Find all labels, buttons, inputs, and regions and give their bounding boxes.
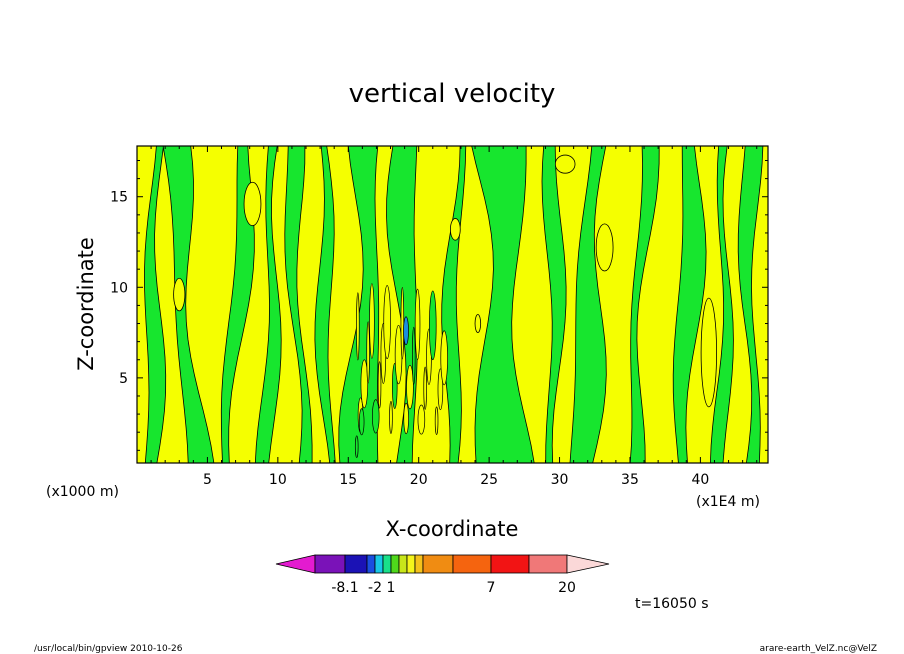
negative-velocity-band xyxy=(737,146,764,463)
turbulent-cell xyxy=(389,401,393,434)
plot-frame xyxy=(136,145,769,464)
positive-velocity-cell xyxy=(700,297,717,408)
x-tick-label: 40 xyxy=(691,472,709,488)
positive-velocity-cell xyxy=(173,277,186,312)
colorbar-segment xyxy=(398,554,408,574)
x-tick-label: 35 xyxy=(621,472,639,488)
turbulent-cell xyxy=(358,408,365,436)
turbulent-cell xyxy=(440,330,448,386)
x-unit-right: (x1E4 m) xyxy=(696,494,760,510)
colorbar: -8.1 -2 1 7 20 xyxy=(275,554,610,596)
x-tick-label: 5 xyxy=(203,472,212,488)
turbulent-cell xyxy=(369,283,375,359)
negative-velocity-band xyxy=(629,146,660,463)
negative-velocity-band xyxy=(162,146,215,463)
turbulent-cell xyxy=(371,399,380,434)
turbulent-cell xyxy=(377,361,382,409)
negative-velocity-band xyxy=(672,146,707,463)
turbulent-cell xyxy=(360,359,369,409)
strong-downdraft-cell xyxy=(403,316,409,346)
x-axis-label: X-coordinate xyxy=(386,517,519,541)
colorbar-segment xyxy=(452,554,492,574)
colorbar-segment xyxy=(390,554,400,574)
y-axis: 5 10 15 xyxy=(110,159,768,451)
colorbar-label: 1 xyxy=(387,580,396,596)
positive-velocity-cell xyxy=(554,154,576,174)
negative-velocity-band xyxy=(541,146,567,463)
colorbar-segment xyxy=(490,554,530,574)
negative-velocity-band xyxy=(709,146,734,463)
y-axis-label: Z-coordinate xyxy=(74,237,98,371)
colorbar-segment xyxy=(414,554,424,574)
negative-velocity-band xyxy=(284,146,313,463)
x-tick-label: 15 xyxy=(339,472,357,488)
x-tick-label: 30 xyxy=(551,472,569,488)
time-label: t=16050 s xyxy=(635,596,709,612)
turbulent-cell xyxy=(400,286,405,360)
colorbar-segment xyxy=(528,554,568,574)
positive-velocity-cell xyxy=(595,223,614,272)
turbulent-cell xyxy=(434,406,439,435)
colorbar-label: -8.1 xyxy=(331,580,358,596)
x-tick-label: 25 xyxy=(480,472,498,488)
turbulent-cell xyxy=(417,404,426,435)
x-tick-label: 10 xyxy=(269,472,287,488)
turbulent-cell xyxy=(406,364,414,410)
footer-left: /usr/local/bin/gpview 2010-10-26 xyxy=(34,644,183,654)
negative-velocity-band xyxy=(471,146,535,463)
colorbar-segment xyxy=(366,554,376,574)
footer-right: arare-earth_VelZ.nc@VelZ xyxy=(760,644,877,654)
colorbar-segment xyxy=(406,554,416,574)
velocity-field xyxy=(137,146,768,463)
positive-velocity-cell xyxy=(449,218,461,241)
colorbar-label: -2 xyxy=(368,580,382,596)
turbulent-cell xyxy=(429,290,437,361)
x-axis: 5 10 15 20 25 30 35 40 xyxy=(150,146,758,488)
positive-velocity-cell xyxy=(243,181,262,227)
negative-velocity-band xyxy=(569,146,607,463)
turbulent-cell xyxy=(354,435,359,458)
colorbar-segment xyxy=(344,554,368,574)
colorbar-segment xyxy=(374,554,384,574)
negative-velocity-band xyxy=(220,146,255,463)
negative-velocity-band xyxy=(314,146,336,463)
negative-velocity-band xyxy=(254,146,282,463)
x-tick-label: 20 xyxy=(410,472,428,488)
colorbar-low-triangle xyxy=(275,554,316,574)
x-unit-left: (x1000 m) xyxy=(46,484,119,500)
chart-title: vertical velocity xyxy=(349,79,556,109)
y-tick-label: 5 xyxy=(119,371,128,387)
turbulent-cell xyxy=(356,292,360,361)
turbulent-cell xyxy=(423,366,427,410)
colorbar-high-triangle xyxy=(566,554,610,574)
colorbar-label: 7 xyxy=(487,580,496,596)
colorbar-segment xyxy=(382,554,392,574)
y-tick-label: 15 xyxy=(110,190,128,206)
turbulent-cell xyxy=(414,288,421,360)
positive-velocity-cell xyxy=(474,314,482,333)
colorbar-label: 20 xyxy=(558,580,576,596)
turbulent-cell xyxy=(383,285,391,360)
turbulent-cell xyxy=(412,326,416,385)
negative-velocity-band xyxy=(338,146,380,463)
colorbar-segment xyxy=(314,554,346,574)
turbulent-cell xyxy=(366,321,370,384)
colorbar-segment xyxy=(422,554,454,574)
y-tick-label: 10 xyxy=(110,280,128,296)
turbulent-cell xyxy=(437,368,444,411)
negative-velocity-band xyxy=(144,146,167,463)
turbulent-cell xyxy=(403,402,409,435)
